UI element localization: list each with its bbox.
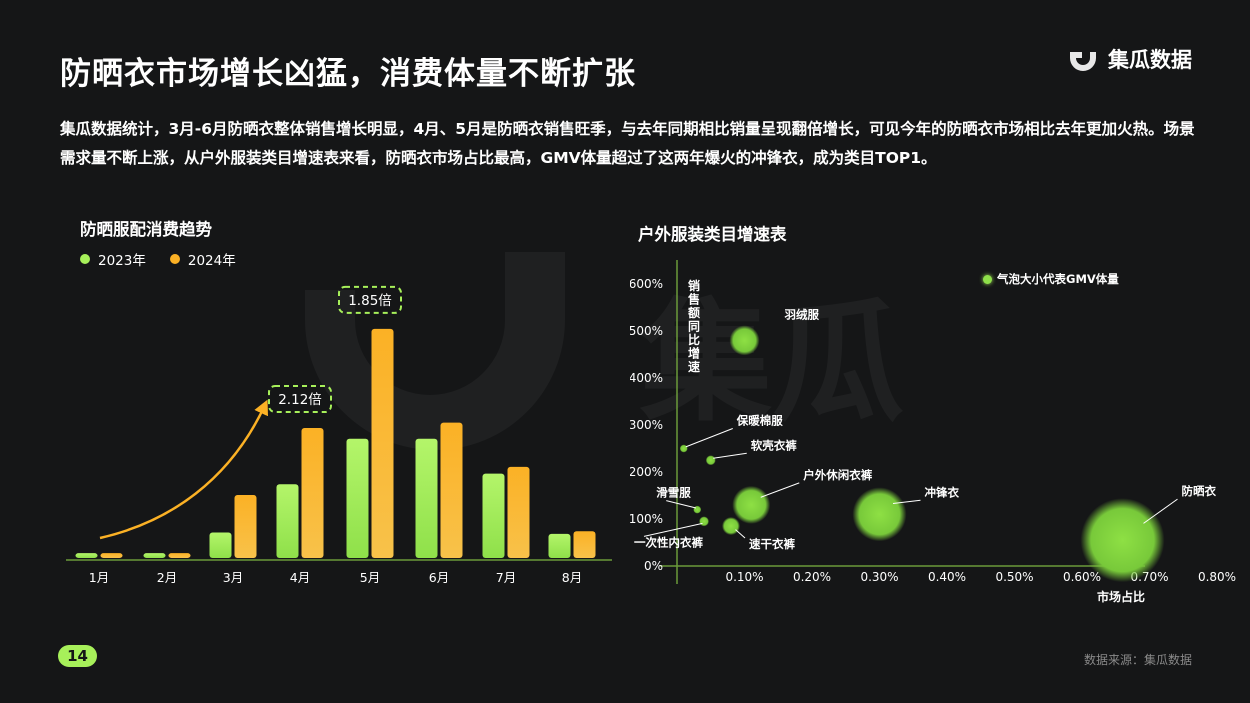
bar-x-tick-label: 7月 (496, 570, 516, 585)
scatter-y-tick-label: 100% (630, 512, 663, 526)
logo-icon (1070, 52, 1096, 71)
legend-label-2024: 2024年 (187, 253, 236, 269)
bubble (693, 505, 702, 514)
multiplier-callout-box (338, 285, 402, 314)
bar-x-tick-label: 3月 (223, 570, 243, 585)
bar-x-tick-label: 5月 (360, 570, 380, 585)
scatter-y-tick-label: 300% (630, 418, 663, 432)
scatter-y-tick-label: 600% (630, 277, 663, 291)
bar-2024-5 (371, 328, 394, 558)
bar-2024-3 (234, 495, 257, 558)
scatter-x-tick-label: 0.40% (928, 570, 966, 584)
scatter-chart: 0% 100% 200% 300% 400% 500% 600% 0.10% 0.20% 0.30… (630, 260, 1236, 604)
bubble-leader-line (892, 499, 921, 504)
bubble (722, 517, 740, 536)
legend-item-2024: 2024年 (169, 249, 236, 269)
bubble (699, 516, 709, 527)
scatter-x-tick-label: 0.10% (725, 570, 763, 584)
bubble (852, 487, 907, 542)
bubble (705, 455, 716, 466)
bar-x-tick-label: 1月 (89, 570, 109, 585)
bubble-legend-dot (983, 274, 992, 284)
page-title: 防晒衣市场增长凶猛，消费体量不断扩张 (60, 56, 636, 92)
scatter-x-tick-label: 0.60% (1063, 570, 1101, 584)
scatter-y-tick-label: 0% (644, 559, 663, 573)
multiplier-callout-label: 2.12倍 (278, 392, 322, 408)
bar-2023-4 (276, 484, 299, 558)
bubble (1080, 498, 1165, 583)
bubble-leader-line (735, 529, 746, 539)
bubble-label: 冲锋衣 (925, 485, 960, 499)
legend-item-2023: 2023年 (80, 249, 146, 269)
bubble (729, 325, 760, 356)
bar-2024-7 (507, 466, 530, 558)
bar-2024-1 (100, 553, 123, 558)
bubble-label: 户外休闲衣裤 (803, 468, 872, 482)
bubble-leader-line (643, 522, 703, 537)
bubble-leader-line (1143, 498, 1178, 524)
bubble-leader-line (713, 452, 747, 459)
bubble-leader-line (760, 482, 800, 498)
bar-2024-4 (301, 428, 324, 558)
bubble-legend: 气泡大小代表GMV体量 (983, 271, 1119, 287)
bar-2023-3 (209, 532, 232, 558)
bar-2023-5 (346, 438, 369, 558)
bubble (679, 444, 688, 453)
legend-dot-2024 (169, 254, 180, 264)
bubble-legend-label: 气泡大小代表GMV体量 (997, 272, 1119, 286)
scatter-x-tick-label: 0.30% (860, 570, 898, 584)
multiplier-callout-label: 1.85倍 (348, 293, 392, 309)
scatter-x-axis-label: 市场占比 (1097, 589, 1145, 604)
scatter-x-tick-label: 0.80% (1198, 570, 1236, 584)
bar-x-tick-label: 4月 (290, 570, 310, 585)
bubble-label: 速干衣裤 (749, 537, 795, 551)
bar-2023-7 (482, 473, 505, 558)
scatter-x-tick-label: 0.50% (995, 570, 1033, 584)
scatter-y-tick-label: 400% (630, 371, 663, 385)
legend-dot-2023 (80, 254, 90, 264)
bubble-label: 一次性内衣裤 (634, 535, 703, 549)
bar-2024-8 (573, 531, 596, 558)
scatter-chart-title: 户外服装类目增速表 (638, 225, 787, 244)
bubble-leader-line (666, 500, 697, 509)
bubble-leader-line (685, 428, 733, 448)
bar-2023-8 (548, 533, 571, 558)
bar-chart-legend: 2023年 2024年 (80, 249, 236, 269)
bar-2023-6 (415, 438, 438, 558)
logo-text: 集瓜数据 (1108, 48, 1192, 72)
bar-2024-6 (440, 422, 463, 558)
bubble-label: 软壳衣裤 (751, 438, 797, 452)
bubble-label: 羽绒服 (785, 307, 820, 321)
growth-arrow (99, 399, 268, 540)
scatter-y-tick-label: 500% (630, 324, 663, 338)
bar-x-tick-label: 8月 (562, 570, 582, 585)
multiplier-callout-box (268, 385, 332, 414)
data-source: 数据来源：集瓜数据 (1084, 653, 1193, 667)
scatter-x-tick-label: 0.20% (793, 570, 831, 584)
bubble-label: 保暖棉服 (736, 414, 783, 428)
bar-2023-1 (75, 553, 98, 558)
page-number: 14 (58, 645, 97, 667)
brand-logo: 集瓜数据 (1066, 44, 1192, 74)
scatter-y-tick-label: 200% (630, 465, 663, 479)
bar-x-tick-label: 2月 (157, 570, 177, 585)
bar-x-tick-label: 6月 (429, 570, 449, 585)
legend-label-2023: 2023年 (98, 253, 146, 269)
scatter-y-axis-label: 销售额同比增速 (688, 278, 700, 374)
bar-2024-2 (168, 553, 191, 558)
bubble-label: 滑雪服 (656, 486, 691, 500)
bar-chart-title: 防晒服配消费趋势 (80, 220, 212, 239)
bar-chart: 1月 2月 3月 4月 5月 6月 7月 8月 2.12倍 1.85倍 (66, 285, 612, 585)
bar-2023-2 (143, 553, 166, 558)
bubble-label: 防晒衣 (1182, 484, 1217, 498)
bubble (732, 485, 771, 524)
description-paragraph: 集瓜数据统计，3月-6月防晒衣整体销售增长明显，4月、5月是防晒衣销售旺季，与去… (60, 120, 1195, 167)
